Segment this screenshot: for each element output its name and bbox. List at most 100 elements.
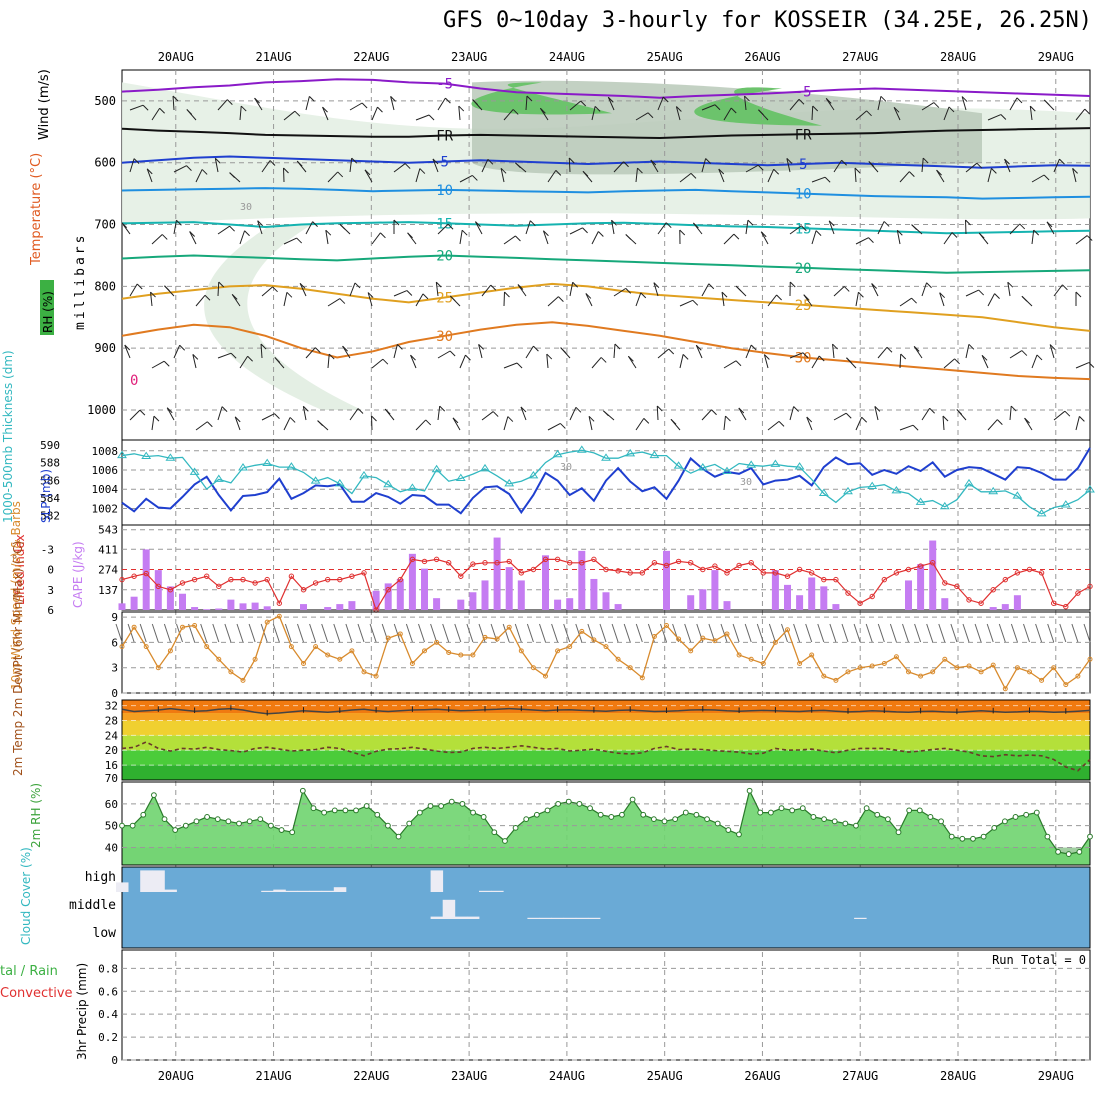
rh-marker xyxy=(853,822,859,829)
wind-barb-flag xyxy=(692,299,699,306)
wind10m-barb xyxy=(1071,623,1079,643)
rh-marker xyxy=(704,816,710,823)
cape-bar xyxy=(336,604,344,610)
cloud-bar xyxy=(321,890,335,892)
cape-tick-label: 137 xyxy=(98,584,118,597)
rh-marker xyxy=(502,838,508,844)
wind-barb-flag xyxy=(585,293,592,299)
rh-marker xyxy=(268,822,274,829)
wind-barb xyxy=(833,412,847,421)
wind10m-axis-label: 10m Wind Speed (m/s) & Barbs xyxy=(9,501,23,690)
wind-barb-flag xyxy=(828,220,835,227)
rh-contour-label: 0 xyxy=(130,373,138,389)
wind-barb xyxy=(150,292,153,307)
cloud-bar xyxy=(273,889,286,892)
wind-barb-flag xyxy=(159,107,165,114)
wind-barb xyxy=(302,406,307,421)
wind-barb xyxy=(503,362,518,369)
wind-barb-flag xyxy=(274,357,281,363)
cloud-panel-bg xyxy=(122,867,1090,948)
thickness-marker xyxy=(528,470,539,479)
rh-marker xyxy=(863,805,870,812)
wind-barb-flag xyxy=(472,99,478,105)
wind-barb-flag xyxy=(150,291,156,298)
wind-barb-flag xyxy=(315,347,321,353)
cloud-bar xyxy=(430,916,444,919)
wind-barb xyxy=(1053,158,1060,173)
wind-barb-flag xyxy=(764,354,770,360)
wind-barb xyxy=(481,284,492,297)
wind-barb-flag xyxy=(260,343,267,350)
wind10m-marker xyxy=(313,644,319,650)
wind-barb xyxy=(789,98,800,111)
cape-tick-label: 543 xyxy=(98,524,118,537)
wind-barb xyxy=(657,96,664,111)
wind-barb xyxy=(415,419,427,431)
wind-barb-flag xyxy=(1046,221,1053,228)
temp-tick-label: 70 xyxy=(105,772,118,785)
precip-tick-label: 0.2 xyxy=(98,1031,118,1044)
rh-marker xyxy=(427,803,434,809)
wind-barb xyxy=(1009,406,1012,421)
wind-barb xyxy=(151,360,165,369)
wind10m-marker xyxy=(1075,673,1081,679)
isotherm-line xyxy=(121,321,1091,381)
slp-tick-label: 1002 xyxy=(92,502,119,515)
rh-marker xyxy=(236,820,242,827)
cloud-level-label: high xyxy=(85,870,116,885)
wind10m-marker xyxy=(639,675,645,681)
rh-marker xyxy=(959,835,966,842)
lifted-index-marker xyxy=(724,570,730,576)
wind-barb xyxy=(525,220,531,235)
wind-barb-flag xyxy=(682,354,689,360)
cape-bar xyxy=(820,586,828,610)
slp-axis-label: SLP (mb) xyxy=(39,469,53,523)
wind-barb-flag xyxy=(472,175,478,181)
wind10m-marker xyxy=(385,635,391,641)
rh-marker xyxy=(416,809,423,816)
wind-barb xyxy=(520,406,527,421)
wind10m-marker xyxy=(325,652,331,658)
lifted-index-marker xyxy=(433,556,440,563)
cloud-bar xyxy=(309,890,323,892)
wind10m-marker xyxy=(736,652,742,658)
wind-barb-flag xyxy=(546,353,553,360)
wind-barb xyxy=(877,346,888,359)
wind10m-tick-label: 9 xyxy=(111,611,118,624)
wind10m-marker xyxy=(543,673,548,679)
wind-barb-flag xyxy=(1007,281,1014,288)
wind10m-marker xyxy=(180,624,185,630)
lifted-index-marker xyxy=(809,570,815,576)
rh-marker xyxy=(299,787,306,794)
wind-barb xyxy=(342,345,351,359)
wind10m-barb xyxy=(502,623,510,643)
wind10m-barb xyxy=(115,623,123,643)
rh-marker xyxy=(214,816,221,823)
lifted-index-marker xyxy=(748,560,754,566)
lifted-index-marker xyxy=(1026,566,1033,573)
lifted-index-marker xyxy=(905,566,912,573)
thickness-tick-label: 584 xyxy=(40,492,60,505)
lifted-index-marker xyxy=(409,556,416,563)
wind-barb-flag xyxy=(231,294,238,300)
wind-barb-flag xyxy=(507,416,514,422)
wind-barb-flag xyxy=(793,406,799,412)
lifted-index-marker xyxy=(191,576,198,583)
lifted-index-marker xyxy=(300,587,307,593)
wind-barb-flag xyxy=(798,98,805,105)
wind-barb-flag xyxy=(643,418,650,424)
wind-barb xyxy=(305,221,314,235)
rh-marker xyxy=(172,827,179,833)
wind-barb xyxy=(1075,362,1090,369)
wind-barb-flag xyxy=(968,343,975,350)
cape-bar xyxy=(457,599,465,610)
wind10m-marker xyxy=(990,662,996,668)
wind-barb-flag xyxy=(487,158,494,165)
lifted-index-marker xyxy=(1014,570,1021,576)
wind10m-marker xyxy=(1027,669,1032,675)
wind-barb-flag xyxy=(328,353,335,360)
wind-barb-flag xyxy=(744,95,750,102)
cloud-bar xyxy=(297,890,310,892)
wind-barb xyxy=(786,158,791,173)
rh-marker xyxy=(140,811,147,818)
